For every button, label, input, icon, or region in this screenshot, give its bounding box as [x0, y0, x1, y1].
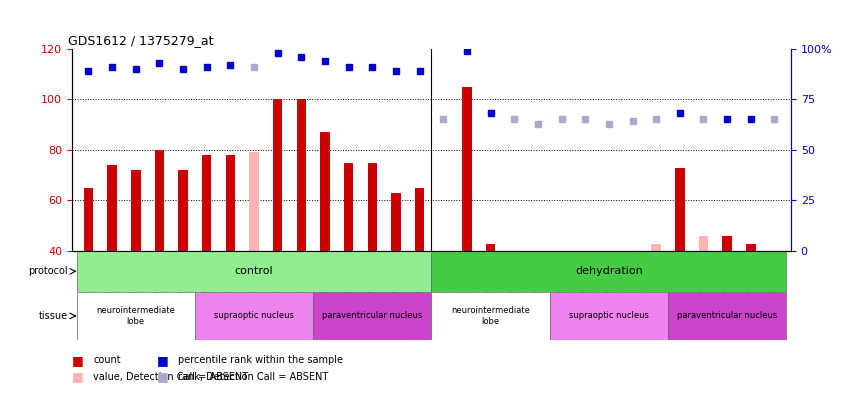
Text: ■: ■ — [72, 370, 84, 383]
Bar — [431, 251, 786, 292]
Bar — [313, 292, 431, 340]
Bar — [131, 170, 140, 251]
Bar — [297, 99, 306, 251]
Bar — [770, 251, 779, 266]
Bar — [431, 292, 550, 340]
Text: count: count — [93, 356, 121, 365]
Text: rank, Detection Call = ABSENT: rank, Detection Call = ABSENT — [178, 372, 328, 382]
Text: tissue: tissue — [39, 311, 68, 321]
Bar — [415, 188, 425, 251]
Text: neurointermediate
lobe: neurointermediate lobe — [96, 306, 175, 326]
Bar — [195, 292, 313, 340]
Bar — [438, 251, 448, 264]
Text: value, Detection Call = ABSENT: value, Detection Call = ABSENT — [93, 372, 248, 382]
Text: ■: ■ — [157, 354, 168, 367]
Bar — [202, 155, 212, 251]
Text: supraoptic nucleus: supraoptic nucleus — [214, 311, 294, 320]
Bar — [321, 132, 330, 251]
Bar — [368, 162, 377, 251]
Bar — [604, 251, 613, 271]
Bar — [557, 251, 566, 269]
Bar — [628, 251, 637, 271]
Text: paraventricular nucleus: paraventricular nucleus — [677, 311, 777, 320]
Bar — [273, 99, 283, 251]
Bar — [651, 243, 661, 251]
Text: paraventricular nucleus: paraventricular nucleus — [322, 311, 422, 320]
Bar — [746, 243, 755, 251]
Bar — [486, 243, 495, 251]
Bar — [722, 236, 732, 251]
Bar — [84, 188, 93, 251]
Bar — [462, 87, 472, 251]
Text: supraoptic nucleus: supraoptic nucleus — [569, 311, 649, 320]
Bar — [550, 292, 668, 340]
Bar — [675, 168, 684, 251]
Bar — [699, 236, 708, 251]
Bar — [179, 170, 188, 251]
Text: dehydration: dehydration — [575, 266, 643, 276]
Bar — [226, 155, 235, 251]
Text: ■: ■ — [157, 370, 168, 383]
Text: control: control — [234, 266, 273, 276]
Bar — [391, 193, 401, 251]
Bar — [668, 292, 786, 340]
Bar — [580, 251, 590, 269]
Bar — [250, 152, 259, 251]
Bar — [344, 162, 354, 251]
Bar — [77, 292, 195, 340]
Bar — [107, 165, 117, 251]
Text: neurointermediate
lobe: neurointermediate lobe — [451, 306, 530, 326]
Text: percentile rank within the sample: percentile rank within the sample — [178, 356, 343, 365]
Text: ■: ■ — [72, 354, 84, 367]
Bar — [77, 251, 431, 292]
Bar — [533, 251, 542, 269]
Text: protocol: protocol — [28, 266, 68, 276]
Bar — [509, 251, 519, 266]
Text: GDS1612 / 1375279_at: GDS1612 / 1375279_at — [69, 34, 214, 47]
Bar — [155, 150, 164, 251]
